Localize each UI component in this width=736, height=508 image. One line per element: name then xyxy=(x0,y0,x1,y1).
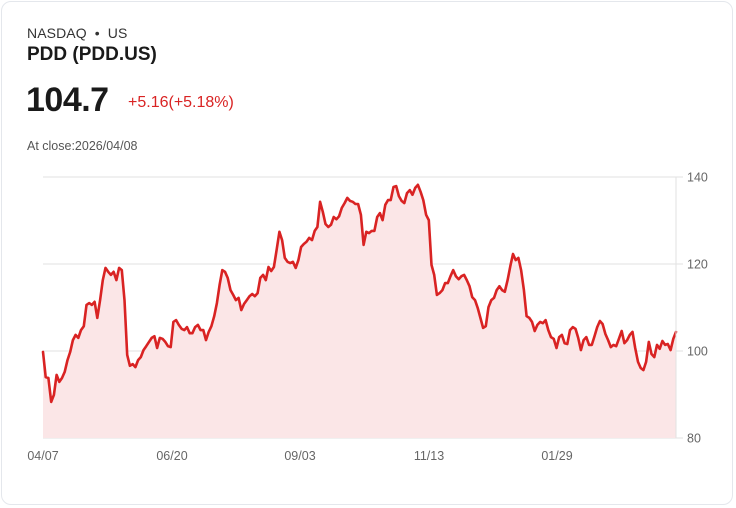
y-tick-label: 140 xyxy=(687,171,708,185)
y-tick-label: 120 xyxy=(687,258,708,272)
x-tick-label: 06/20 xyxy=(156,449,187,463)
y-tick-label: 80 xyxy=(687,432,701,446)
region-label: US xyxy=(107,25,128,41)
separator-dot: • xyxy=(94,25,100,41)
x-tick-label: 04/07 xyxy=(27,449,58,463)
close-timestamp: At close:2026/04/08 xyxy=(27,139,138,153)
exchange-label: NASDAQ • US xyxy=(27,25,127,41)
price-area-fill xyxy=(43,184,676,438)
stock-title: PDD (PDD.US) xyxy=(27,44,157,65)
exchange-name: NASDAQ xyxy=(27,25,87,41)
x-tick-label: 01/29 xyxy=(541,449,572,463)
y-axis-labels: 80 100 120 140 xyxy=(687,171,708,446)
x-axis-labels: 04/07 06/20 09/03 11/13 01/29 xyxy=(27,449,572,463)
current-price: 104.7 xyxy=(26,81,109,119)
x-tick-label: 09/03 xyxy=(284,449,315,463)
x-tick-label: 11/13 xyxy=(414,449,444,463)
price-line xyxy=(41,183,678,404)
y-tick-label: 100 xyxy=(687,345,708,359)
price-change: +5.16(+5.18%) xyxy=(128,94,234,111)
